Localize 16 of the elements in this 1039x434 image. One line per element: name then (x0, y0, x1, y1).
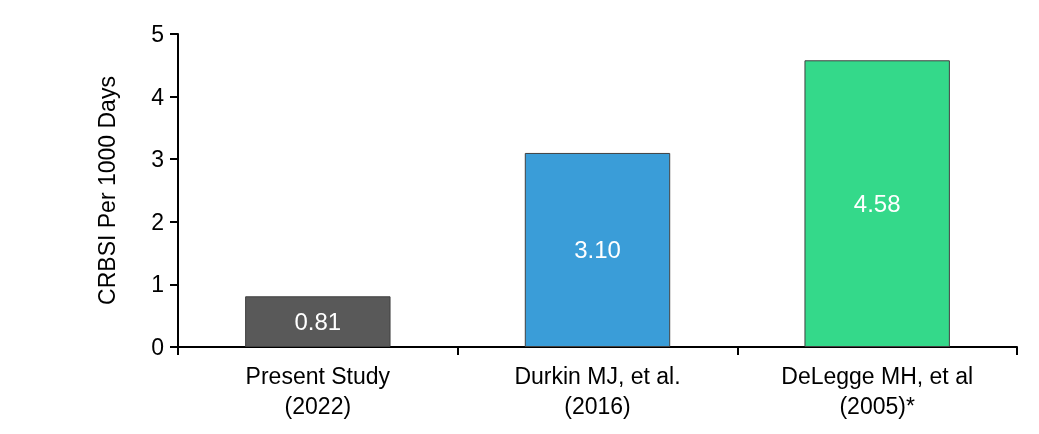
y-tick-label: 1 (151, 271, 164, 298)
y-tick-label: 3 (151, 146, 164, 173)
data-label: 0.81 (294, 308, 342, 336)
y-tick-label: 0 (151, 334, 164, 360)
data-label: 4.58 (853, 190, 901, 218)
y-tick-label: 4 (151, 83, 165, 110)
x-tick-label: Durkin MJ, et al. (2016) (514, 363, 681, 419)
y-tick-label: 2 (151, 208, 164, 235)
y-axis-title: CRBSI Per 1000 Days (93, 76, 120, 305)
bar (804, 60, 950, 347)
x-tick-label: Present Study (2022) (245, 363, 391, 419)
data-label: 3.10 (574, 236, 621, 264)
bar (524, 152, 671, 347)
bar (245, 296, 391, 347)
x-tick-label: DeLegge MH, et al (2005)* (781, 363, 974, 419)
y-tick-label: 5 (151, 21, 164, 47)
